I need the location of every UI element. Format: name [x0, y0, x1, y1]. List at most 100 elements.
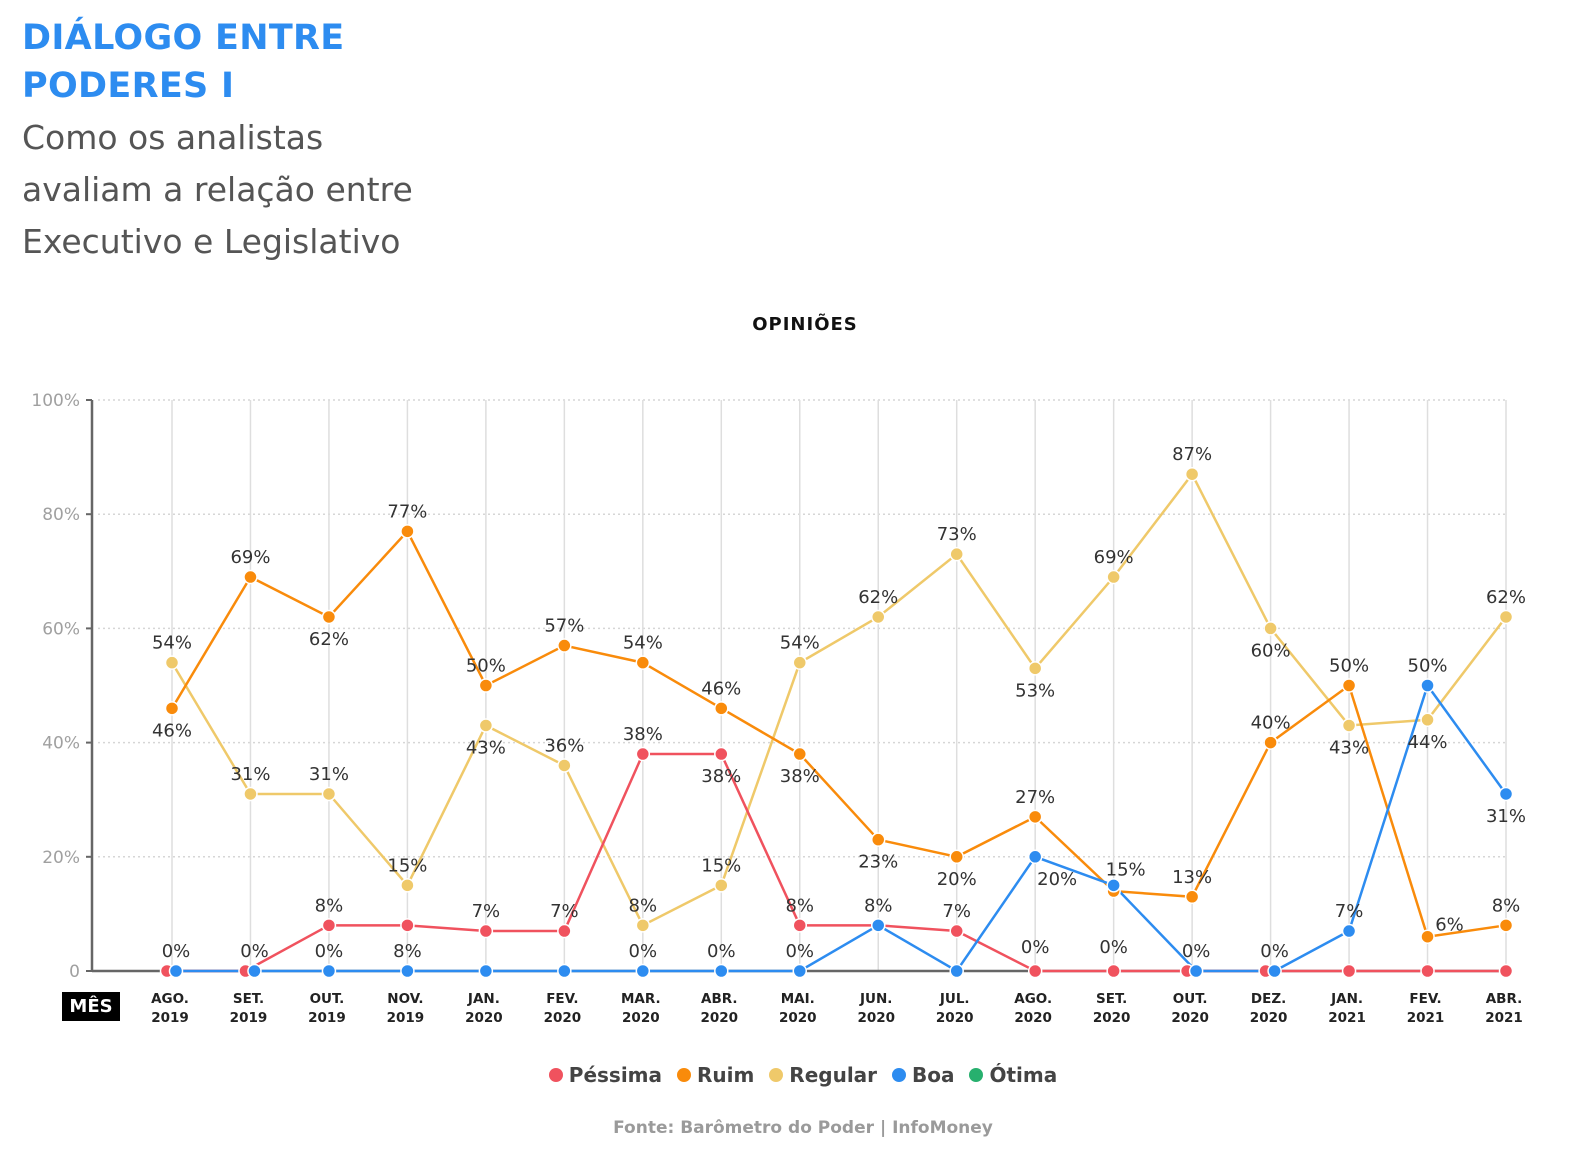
data-label: 0%: [1260, 941, 1289, 962]
data-point-boa[interactable]: [635, 963, 651, 979]
data-point-boa[interactable]: [1341, 923, 1357, 939]
data-point-péssima[interactable]: [1498, 963, 1514, 979]
y-tick-label: 60%: [42, 619, 80, 639]
legend-item-regular[interactable]: Regular: [769, 1063, 877, 1087]
data-point-regular[interactable]: [1106, 569, 1121, 585]
data-point-regular[interactable]: [1184, 466, 1200, 482]
data-point-ruim[interactable]: [478, 678, 494, 693]
data-point-regular[interactable]: [321, 786, 337, 802]
x-tick-label: 2020: [1093, 1010, 1131, 1026]
data-point-boa[interactable]: [478, 963, 494, 979]
data-point-boa[interactable]: [949, 963, 964, 979]
data-point-regular[interactable]: [400, 878, 415, 893]
data-point-péssima[interactable]: [949, 923, 964, 939]
data-point-regular[interactable]: [1263, 621, 1278, 636]
data-point-boa[interactable]: [1420, 678, 1435, 693]
data-label: 38%: [623, 724, 663, 745]
data-point-péssima[interactable]: [1341, 963, 1357, 979]
data-point-regular[interactable]: [1420, 712, 1435, 728]
data-point-boa[interactable]: [792, 963, 808, 979]
data-point-ruim[interactable]: [1184, 889, 1200, 905]
data-point-péssima[interactable]: [400, 918, 415, 933]
data-labels: 54% 31% 31% 15% 43% 36% 8% 15% 54% 62% 73% 53% 69% 87…: [152, 444, 1526, 962]
data-point-boa[interactable]: [1498, 786, 1514, 802]
data-point-boa[interactable]: [714, 963, 729, 979]
data-point-péssima[interactable]: [478, 923, 494, 939]
data-point-péssima[interactable]: [792, 918, 808, 933]
data-label: 8%: [864, 895, 893, 916]
data-point-boa[interactable]: [168, 963, 184, 979]
data-point-péssima[interactable]: [1106, 963, 1121, 979]
data-point-ruim[interactable]: [557, 638, 572, 653]
legend-label: Ruim: [696, 1063, 755, 1087]
data-point-boa[interactable]: [400, 963, 415, 979]
data-point-péssima[interactable]: [635, 746, 651, 762]
data-label: 50%: [466, 656, 506, 677]
headline: DIÁLOGO ENTRE PODERES I: [22, 14, 542, 110]
data-point-péssima[interactable]: [1420, 963, 1435, 979]
data-point-boa[interactable]: [1106, 878, 1121, 893]
data-label: 7%: [942, 901, 971, 922]
data-point-boa[interactable]: [321, 963, 337, 979]
data-point-ruim[interactable]: [792, 746, 808, 762]
data-label: 15%: [701, 855, 741, 876]
data-point-ruim[interactable]: [1027, 809, 1043, 825]
data-point-ruim[interactable]: [714, 701, 729, 716]
data-point-boa[interactable]: [1267, 963, 1282, 979]
data-point-boa[interactable]: [1027, 849, 1043, 865]
data-point-boa[interactable]: [870, 918, 886, 933]
data-label: 31%: [1486, 806, 1526, 827]
data-point-péssima[interactable]: [557, 923, 572, 939]
data-point-ruim[interactable]: [635, 655, 651, 670]
data-point-ruim[interactable]: [243, 569, 258, 585]
data-point-ruim[interactable]: [1498, 918, 1514, 933]
data-point-regular[interactable]: [1027, 661, 1043, 676]
data-point-boa[interactable]: [557, 963, 572, 979]
data-label: 54%: [780, 633, 820, 654]
data-point-boa[interactable]: [1188, 963, 1204, 979]
x-tick-label: DEZ.: [1251, 991, 1286, 1007]
data-point-ruim[interactable]: [870, 832, 886, 847]
legend-item-otima[interactable]: Ótima: [969, 1063, 1057, 1087]
legend-dot-icon: [769, 1068, 784, 1082]
data-label: 8%: [315, 895, 344, 916]
data-point-regular[interactable]: [870, 609, 886, 625]
data-point-regular[interactable]: [792, 655, 808, 670]
data-point-ruim[interactable]: [1341, 678, 1357, 693]
data-point-regular[interactable]: [1498, 609, 1514, 625]
data-point-péssima[interactable]: [714, 746, 729, 762]
data-point-regular[interactable]: [243, 786, 258, 802]
x-tick-label: 2020: [779, 1010, 817, 1026]
data-point-regular[interactable]: [164, 655, 180, 670]
data-point-boa[interactable]: [247, 963, 262, 979]
data-label: 8%: [629, 895, 658, 916]
data-point-regular[interactable]: [635, 918, 651, 933]
data-point-regular[interactable]: [1341, 718, 1357, 733]
data-point-regular[interactable]: [478, 718, 494, 733]
legend-item-boa[interactable]: Boa: [892, 1063, 954, 1087]
headline-line-1: DIÁLOGO ENTRE: [22, 18, 345, 58]
legend-dot-icon: [548, 1068, 563, 1082]
data-point-regular[interactable]: [557, 758, 572, 773]
x-tick-label: FEV.: [1409, 991, 1441, 1007]
legend-label: Ótima: [989, 1063, 1058, 1087]
data-label: 7%: [1335, 901, 1364, 922]
data-point-ruim[interactable]: [1263, 735, 1278, 750]
data-point-péssima[interactable]: [321, 918, 337, 933]
data-point-ruim[interactable]: [321, 609, 337, 625]
data-point-ruim[interactable]: [949, 849, 964, 865]
data-point-regular[interactable]: [714, 878, 729, 893]
data-point-ruim[interactable]: [400, 524, 415, 539]
data-point-ruim[interactable]: [1420, 929, 1435, 944]
data-label: 0%: [1021, 937, 1050, 958]
data-point-regular[interactable]: [949, 546, 964, 562]
data-point-péssima[interactable]: [1027, 963, 1043, 979]
legend-item-pessima[interactable]: Péssima: [548, 1063, 662, 1087]
y-tick-label: 40%: [42, 734, 80, 754]
data-label: 31%: [230, 764, 270, 785]
data-point-ruim[interactable]: [164, 701, 180, 716]
data-label: 44%: [1408, 732, 1448, 753]
legend-item-ruim[interactable]: Ruim: [676, 1063, 755, 1087]
headline-line-2: PODERES I: [22, 66, 235, 106]
